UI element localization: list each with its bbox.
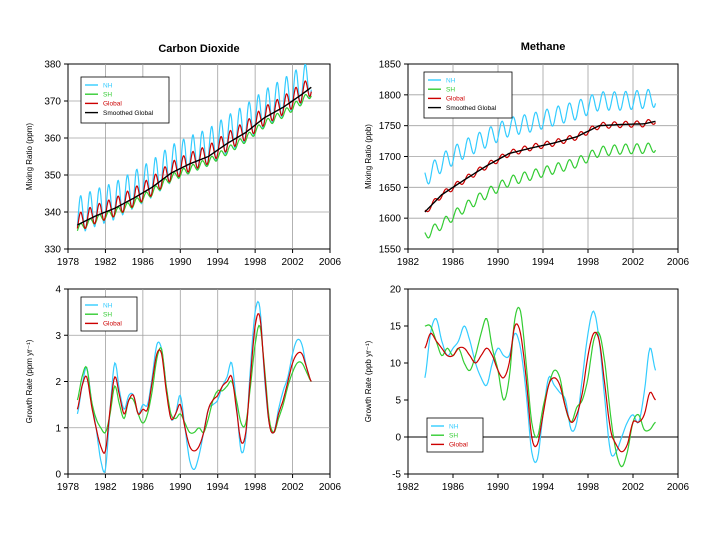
y-tick-label: 370 [44,97,61,108]
legend-label: NH [449,423,459,430]
y-tick-label: 1800 [379,90,402,101]
x-tick-label: 1990 [487,257,510,268]
legend-label: NH [103,302,113,309]
co2-growth-chart: 1978 1982 1986 1990 1994 1998 2002 2006 0 1 2 3 4 Gro… [25,285,342,494]
series-line-global [76,313,312,454]
x-tick-label: 1994 [207,257,230,268]
legend-label: Global [103,321,122,328]
series-line-global [76,80,312,230]
x-tick-label: 1994 [207,482,230,493]
y-tick-label: 0 [55,470,61,481]
y-tick-label: 15 [390,322,402,333]
y-tick-label: 0 [395,433,401,444]
y-tick-label: 5 [395,396,401,407]
x-tick-label: 1982 [94,257,117,268]
y-tick-label: -5 [392,470,401,481]
chart-title: Carbon Dioxide [158,43,239,55]
series-lines [424,88,657,239]
legend-label: Global [446,96,465,103]
y-tick-label: 350 [44,171,61,182]
y-tick-label: 4 [55,285,61,296]
y-axis-label: Mixing Ratio (ppm) [25,123,34,190]
y-tick-label: 380 [44,60,61,71]
y-tick-label: 3 [55,331,61,342]
x-tick-label: 1982 [397,482,420,493]
x-tick-label: 1998 [244,257,267,268]
series-line-sh [76,324,312,434]
x-tick-label: 1982 [397,257,420,268]
series-line-smoothed-global [424,120,656,213]
x-tick-label: 1994 [532,482,555,493]
x-tick-label: 2006 [319,257,342,268]
chart-title: Methane [521,41,566,53]
x-tick-label: 1986 [442,257,465,268]
x-tick-label: 1998 [577,482,600,493]
legend-label: Global [449,442,468,449]
x-tick-label: 1998 [577,257,600,268]
legend-label: SH [103,312,112,319]
x-tick-label: 1978 [57,257,80,268]
y-tick-label: 1850 [379,60,402,71]
y-tick-label: 360 [44,134,61,145]
series-line-global [424,323,656,453]
y-tick-label: 2 [55,377,61,388]
x-tick-label: 1990 [169,257,192,268]
legend: NH SH Global Smoothed Global [80,76,170,124]
legend-label: Global [103,101,122,108]
x-tick-label: 1998 [244,482,267,493]
y-tick-label: 20 [390,285,402,296]
y-tick-label: 1750 [379,121,402,132]
y-tick-label: 1 [55,423,61,434]
legend-label: SH [103,92,112,99]
series-lines [424,306,657,468]
series-lines [76,300,312,474]
legend: NH SH Global [426,417,484,453]
legend-label: SH [449,433,458,440]
x-tick-label: 2002 [622,482,645,493]
x-tick-label: 2002 [281,482,304,493]
x-tick-label: 1986 [442,482,465,493]
series-lines [76,64,312,232]
series-line-nh [424,88,657,185]
series-line-sh [424,306,656,468]
series-line-sh [76,93,312,231]
series-line-nh [76,64,312,232]
legend-label: NH [103,82,113,89]
x-tick-label: 2002 [622,257,645,268]
y-axis-label: Growth Rate (ppb yr⁻¹) [364,340,373,422]
series-line-nh [424,310,657,464]
legend-label: Smoothed Global [103,110,154,117]
series-line-smoothed-global [77,86,312,226]
y-tick-label: 10 [390,359,402,370]
x-tick-label: 2002 [281,257,304,268]
legend-label: NH [446,77,456,84]
x-tick-label: 1986 [132,482,155,493]
y-tick-label: 1600 [379,214,402,225]
legend: NH SH Global [80,296,138,332]
ch4-mixing-chart: 1982 1986 1990 1994 1998 2002 2006 1550 1600 1650… [364,41,690,268]
co2-mixing-chart: 1978 1982 1986 1990 1994 1998 2002 2006 330 340 35… [25,43,342,268]
y-tick-label: 340 [44,208,61,219]
ch4-growth-chart: 1982 1986 1990 1994 1998 2002 2006 -5 0 5 10 15 20 Gr… [364,285,690,494]
x-tick-label: 1994 [532,257,555,268]
x-tick-label: 2006 [319,482,342,493]
legend-label: Smoothed Global [446,105,497,112]
legend: NH SH Global Smoothed Global [423,71,513,119]
y-tick-label: 1650 [379,183,402,194]
x-tick-label: 2006 [667,257,690,268]
x-tick-label: 1982 [94,482,117,493]
x-tick-label: 1986 [132,257,155,268]
y-axis-label: Mixing Ratio (ppb) [364,124,373,189]
y-tick-label: 1700 [379,152,402,163]
y-tick-label: 330 [44,245,61,256]
x-tick-label: 1990 [169,482,192,493]
y-tick-label: 1550 [379,245,402,256]
y-axis-label: Growth Rate (ppm yr⁻¹) [25,339,34,423]
series-line-sh [424,142,657,239]
x-tick-label: 1990 [487,482,510,493]
x-tick-label: 2006 [667,482,690,493]
x-tick-label: 1978 [57,482,80,493]
legend-label: SH [446,87,455,94]
